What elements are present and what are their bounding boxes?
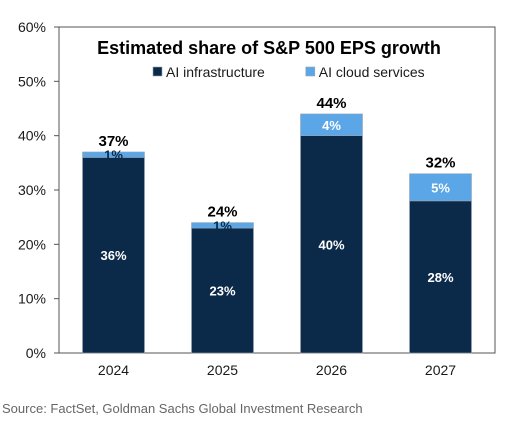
y-tick-label: 50% [18,73,46,89]
x-tick-label: 2027 [425,362,456,378]
segment-data-label: 28% [427,270,453,285]
total-data-label: 32% [425,155,455,172]
x-tick-label: 2026 [316,362,347,378]
bar-segment-ai-infrastructure [300,135,363,354]
bar-segment-ai-cloud-services [300,113,363,136]
y-tick-label: 0% [26,345,46,361]
y-tick-label: 20% [18,236,46,252]
legend-label: AI cloud services [319,64,425,80]
x-tick-label: 2025 [207,362,238,378]
segment-data-label: 1% [104,148,123,163]
segment-data-label: 5% [431,180,450,195]
y-tick-label: 30% [18,182,46,198]
bar-segment-ai-infrastructure [82,157,145,354]
segment-data-label: 36% [100,248,126,263]
chart-title: Estimated share of S&P 500 EPS growth [97,38,441,58]
bar-segment-ai-cloud-services [82,151,145,158]
x-tick-label: 2024 [98,362,129,378]
source-note: Source: FactSet, Goldman Sachs Global In… [2,401,363,416]
x-axis: 2024 2025 2026 2027 [98,362,456,378]
bar-segment-ai-cloud-services [409,173,472,202]
total-data-label: 24% [207,204,237,221]
legend-label: AI infrastructure [166,64,265,80]
bars: 36%1%37%23%1%24%40%4%44%28%5%32% [82,95,472,354]
segment-data-label: 4% [322,118,341,133]
segment-data-label: 23% [209,284,235,299]
legend: AI infrastructure AI cloud services [152,64,425,80]
y-tick-label: 60% [18,19,46,35]
bar-segment-ai-infrastructure [409,200,472,354]
segment-data-label: 1% [213,218,232,233]
y-axis: 0% 10% 20% 30% 40% 50% 60% [18,19,59,361]
total-data-label: 37% [98,133,128,150]
bar-segment-ai-cloud-services [191,222,254,229]
legend-swatch [305,66,316,77]
y-tick-label: 10% [18,291,46,307]
legend-swatch [152,66,163,77]
chart-canvas: Estimated share of S&P 500 EPS growth AI… [18,19,496,378]
bar-segment-ai-infrastructure [191,227,254,354]
y-tick-label: 40% [18,128,46,144]
segment-data-label: 40% [318,237,344,252]
total-data-label: 44% [316,95,346,112]
